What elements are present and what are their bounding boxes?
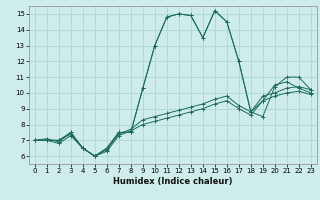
X-axis label: Humidex (Indice chaleur): Humidex (Indice chaleur) <box>113 177 233 186</box>
